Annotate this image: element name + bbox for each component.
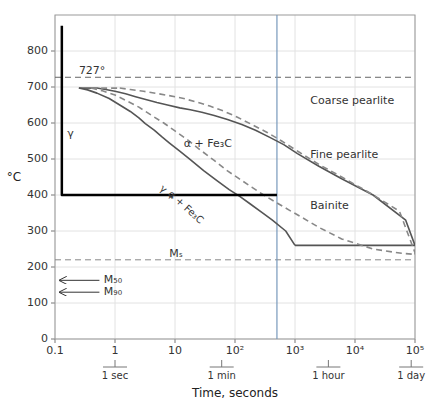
grid-line-x (355, 15, 356, 339)
closing-bottom (414, 253, 415, 255)
axes: 01002003004005006007008000.111010²10³10⁴… (7, 15, 425, 400)
tick-label-x: 10² (226, 344, 244, 357)
finish-curve (97, 88, 415, 245)
reference-line-v (276, 15, 277, 339)
tick-y (51, 231, 55, 232)
annotations: 727°γα + Fe₃Cγ +α + Fe₃CCoarse pearliteF… (60, 64, 395, 298)
grid (55, 15, 415, 339)
tick-y (51, 303, 55, 304)
time-mark-tick (411, 360, 412, 367)
time-mark-tick (328, 360, 329, 367)
annotation: Mₛ (169, 247, 183, 260)
tick-y (51, 195, 55, 196)
tick-label-x: 10³ (286, 344, 304, 357)
tick-label-x: 10⁴ (346, 344, 365, 357)
tick-x (235, 339, 236, 343)
time-mark-label: 1 hour (312, 370, 345, 381)
tick-label-y: 800 (27, 44, 48, 57)
tick-x (295, 339, 296, 343)
grid-line-x (175, 15, 176, 339)
tick-label-y: 700 (27, 80, 48, 93)
tick-label-x: 10 (168, 344, 182, 357)
closing-bottom (295, 245, 415, 247)
start-curve (91, 88, 415, 254)
tick-x (55, 339, 56, 343)
annotation: α + Fe₃C (184, 137, 232, 150)
time-mark-tick (115, 360, 116, 367)
tick-y (51, 123, 55, 124)
tick-y (51, 339, 55, 340)
time-mark-bar (399, 367, 423, 368)
annotation: Coarse pearlite (310, 94, 394, 107)
tick-y (51, 159, 55, 160)
annotation: α + Fe₃C (166, 188, 206, 225)
tick-y (51, 51, 55, 52)
finish-curve (120, 88, 415, 253)
tick-label-y: 600 (27, 116, 48, 129)
tick-x (355, 339, 356, 343)
time-mark-label: 1 day (397, 370, 425, 381)
annotation: Fine pearlite (310, 148, 378, 161)
y-axis-title: °C (7, 170, 21, 184)
grid-line-x (295, 15, 296, 339)
annotation: γ (67, 127, 74, 140)
tick-y (51, 267, 55, 268)
tick-x (175, 339, 176, 343)
annotation: M₉₀ (104, 285, 123, 298)
plot-frame (55, 15, 415, 339)
chart: 01002003004005006007008000.111010²10³10⁴… (0, 0, 430, 409)
plot-area (55, 15, 415, 339)
reference-line-h (55, 77, 415, 78)
annotation: Bainite (310, 199, 349, 212)
tick-x (415, 339, 416, 343)
annotation: 727° (79, 64, 106, 77)
time-mark-tick (221, 360, 222, 367)
time-mark-bar (103, 367, 127, 368)
annotation-arrow (60, 292, 100, 293)
time-mark-label: 1 min (207, 370, 235, 381)
tick-label-x: 10⁵ (406, 344, 424, 357)
tick-label-y: 500 (27, 152, 48, 165)
tick-y (51, 87, 55, 88)
tick-label-y: 100 (27, 296, 48, 309)
reference-line-h (55, 259, 415, 260)
time-mark-label: 1 sec (102, 370, 128, 381)
x-axis-title: Time, seconds (191, 386, 278, 400)
time-mark-bar (316, 367, 340, 368)
quench-path (62, 26, 277, 195)
tick-label-y: 300 (27, 224, 48, 237)
tick-x (115, 339, 116, 343)
tick-label-y: 200 (27, 260, 48, 273)
annotation-arrow (60, 280, 100, 281)
tick-label-y: 400 (27, 188, 48, 201)
closing-top (91, 87, 120, 89)
start-curve (79, 88, 295, 245)
time-mark-bar (210, 367, 234, 368)
tick-label-x: 0.1 (46, 344, 64, 357)
tick-label-x: 1 (112, 344, 119, 357)
